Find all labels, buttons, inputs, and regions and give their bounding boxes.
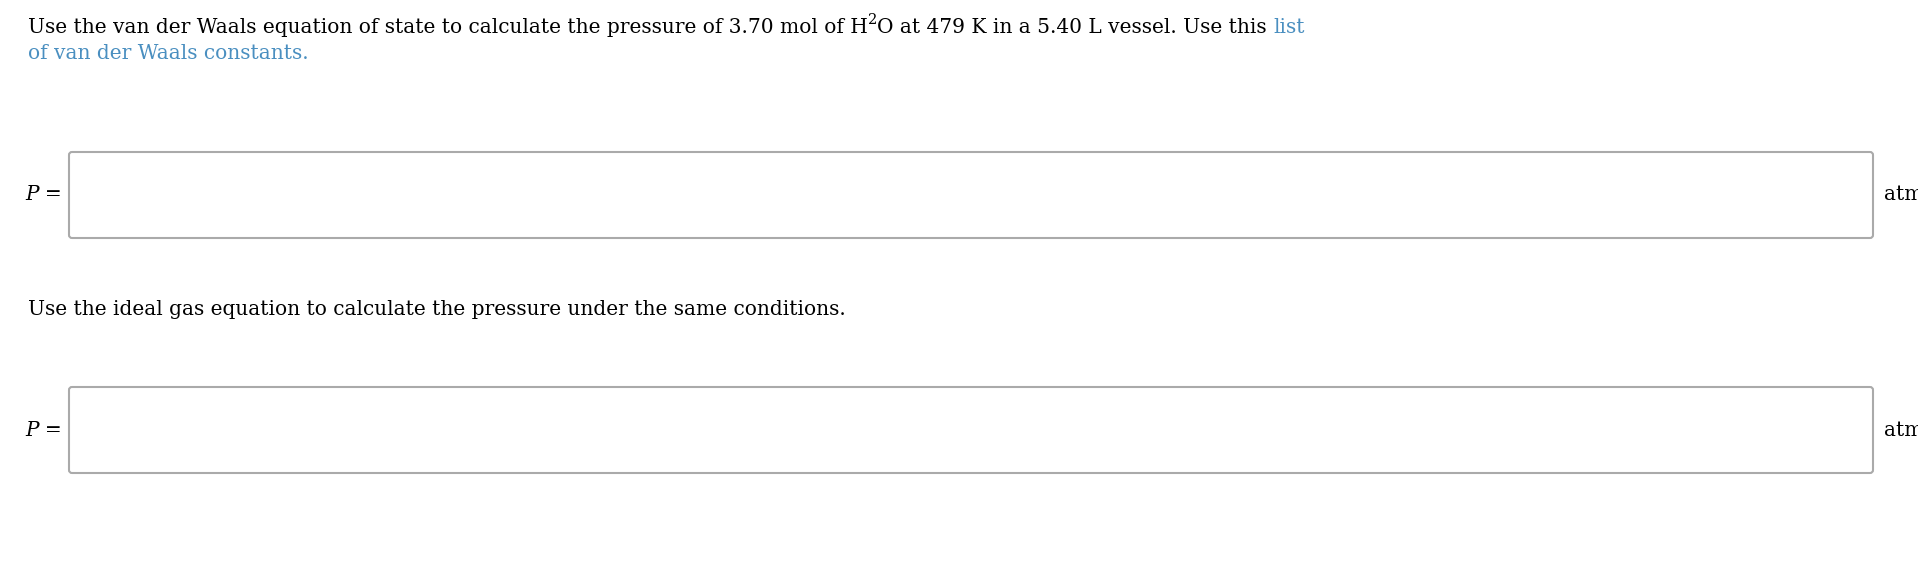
Text: atm: atm <box>1883 186 1918 204</box>
Text: Use the ideal gas equation to calculate the pressure under the same conditions.: Use the ideal gas equation to calculate … <box>29 300 846 319</box>
Text: atm: atm <box>1883 420 1918 440</box>
Text: O at 479 K in a 5.40 L vessel. Use this: O at 479 K in a 5.40 L vessel. Use this <box>877 18 1274 37</box>
FancyBboxPatch shape <box>69 152 1874 238</box>
Text: Use the van der Waals equation of state to calculate the pressure of 3.70 mol of: Use the van der Waals equation of state … <box>29 18 867 37</box>
Text: 2: 2 <box>867 13 877 27</box>
Text: list: list <box>1274 18 1304 37</box>
FancyBboxPatch shape <box>69 387 1874 473</box>
Text: P =: P = <box>25 420 61 440</box>
Text: of van der Waals constants.: of van der Waals constants. <box>29 44 309 63</box>
Text: P =: P = <box>25 186 61 204</box>
